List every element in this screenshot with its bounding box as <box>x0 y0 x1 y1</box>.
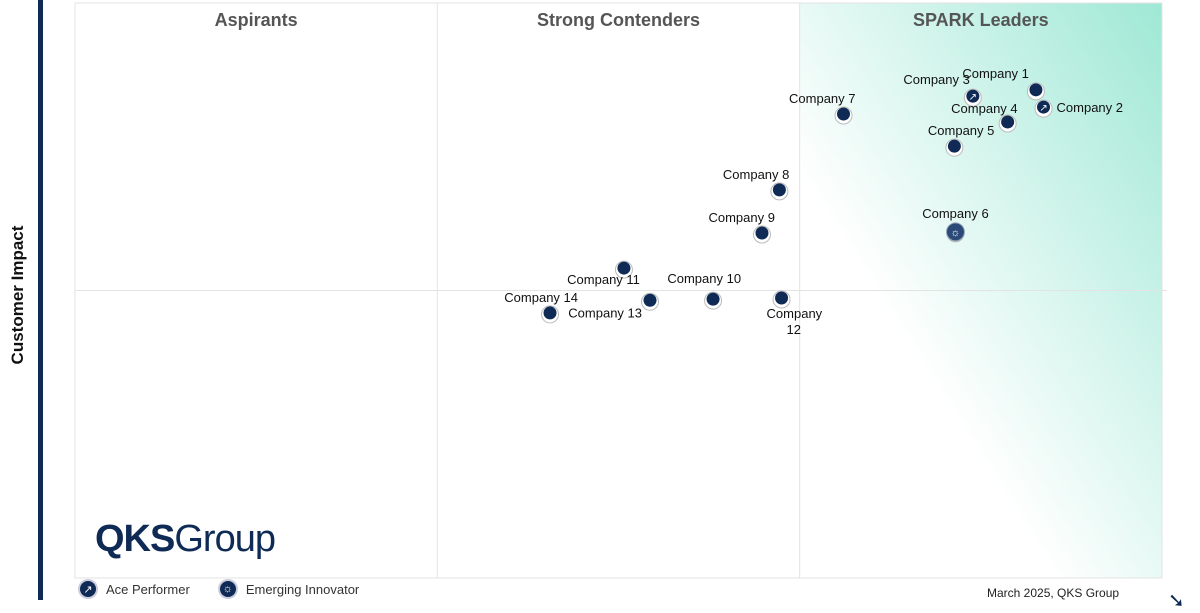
data-point: Company 5 <box>928 123 994 157</box>
point-marker <box>617 261 631 275</box>
point-marker <box>1001 115 1015 129</box>
legend-ace-performer: Ace Performer <box>106 581 190 597</box>
point-label: Company 14 <box>504 290 578 305</box>
data-point: Company 7 <box>789 91 856 125</box>
point-label: Company 1 <box>962 66 1028 81</box>
lightbulb-icon: ☼ <box>950 227 960 239</box>
point-marker <box>772 183 786 197</box>
quadrant-title: Aspirants <box>215 10 298 30</box>
point-label: Company 4 <box>951 101 1017 116</box>
data-point: ↗ Company 2 <box>1034 99 1123 118</box>
point-label: Company 12 <box>767 306 823 337</box>
data-point: Company 13 <box>568 292 660 320</box>
quadrant-title: Strong Contenders <box>537 10 700 30</box>
lightbulb-icon-bg <box>945 222 965 242</box>
data-point: Company 1 <box>962 66 1045 101</box>
label-line: Company <box>767 306 823 321</box>
point-label: Company 9 <box>708 210 774 225</box>
trend-up-icon: ↗ <box>80 581 96 597</box>
quadrant-title: SPARK Leaders <box>913 10 1049 30</box>
data-point: Company 10 <box>667 271 741 310</box>
point-marker <box>1037 100 1051 114</box>
point-label: Company 7 <box>789 91 855 106</box>
arrow-icon: ➘ <box>1168 590 1185 612</box>
y-axis-bar <box>38 0 43 600</box>
point-marker <box>543 306 557 320</box>
qks-group-logo: QKSGroup <box>95 518 276 560</box>
trend-up-icon: ↗ <box>969 92 977 103</box>
point-label: Company 13 <box>568 305 642 320</box>
point-label: Company 6 <box>922 206 988 221</box>
label-line: 12 <box>787 322 801 337</box>
point-marker <box>706 292 720 306</box>
data-point: ☼ Company 6 <box>922 206 989 243</box>
credit: March 2025, QKS Group <box>987 586 1120 600</box>
data-point: Company 8 <box>723 167 789 201</box>
data-point: Company 9 <box>708 210 775 244</box>
point-label: Company 8 <box>723 167 789 182</box>
point-label: Company 10 <box>667 271 741 286</box>
point-marker <box>966 89 980 103</box>
legend: ↗ Ace Performer ☼ Emerging Innovator <box>80 581 359 597</box>
point-label: Company 3 <box>903 72 969 87</box>
point-label: Company 11 <box>567 272 640 287</box>
point-marker <box>775 291 789 305</box>
point-marker <box>837 107 851 121</box>
data-point: ↗Company 3 <box>903 72 982 107</box>
point-label: Company 5 <box>928 123 994 138</box>
spark-matrix: Aspirants Strong Contenders SPARK Leaders C… <box>74 2 1167 579</box>
legend-emerging-innovator: Emerging Innovator <box>245 581 360 597</box>
point-marker <box>643 293 657 307</box>
point-marker <box>947 139 961 153</box>
point-marker <box>755 226 769 240</box>
data-point: Company 4 <box>951 101 1018 133</box>
lightbulb-icon: ☼ <box>219 581 236 597</box>
point-marker <box>1029 83 1043 97</box>
data-point: Company 11 <box>567 260 640 287</box>
data-point: Company 14 <box>504 290 578 324</box>
point-label: Company 2 <box>1057 100 1123 115</box>
data-point: Company 12 <box>767 290 823 337</box>
trend-up-icon: ↗ <box>1039 103 1047 114</box>
